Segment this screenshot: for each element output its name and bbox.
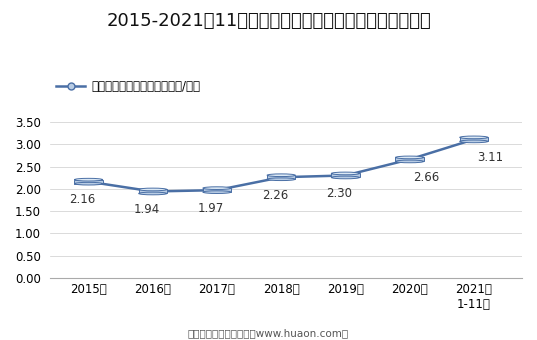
Text: 2.66: 2.66: [413, 171, 439, 184]
Text: 2.30: 2.30: [326, 187, 352, 200]
Ellipse shape: [267, 178, 295, 181]
Text: 1.97: 1.97: [198, 202, 224, 215]
Polygon shape: [139, 189, 167, 193]
Ellipse shape: [460, 136, 488, 139]
Ellipse shape: [139, 192, 167, 195]
Ellipse shape: [75, 182, 103, 185]
Polygon shape: [460, 137, 488, 141]
Ellipse shape: [331, 172, 360, 175]
Text: 2.26: 2.26: [262, 189, 288, 202]
Ellipse shape: [460, 140, 488, 143]
Polygon shape: [331, 173, 360, 177]
Ellipse shape: [75, 178, 103, 181]
Text: 3.11: 3.11: [477, 151, 503, 164]
Polygon shape: [203, 188, 231, 192]
Ellipse shape: [395, 156, 424, 159]
Ellipse shape: [203, 191, 231, 193]
Ellipse shape: [139, 188, 167, 191]
Polygon shape: [267, 175, 295, 179]
Text: 2015-2021年11月大连商品交易所玉米淀粉期货成交均价: 2015-2021年11月大连商品交易所玉米淀粉期货成交均价: [106, 12, 431, 30]
Legend: 玉米淀粉期货成交均价（万元/手）: 玉米淀粉期货成交均价（万元/手）: [56, 80, 200, 93]
Text: 1.94: 1.94: [134, 203, 159, 216]
Ellipse shape: [203, 187, 231, 189]
Polygon shape: [75, 180, 103, 184]
Polygon shape: [395, 157, 424, 162]
Ellipse shape: [267, 174, 295, 176]
Ellipse shape: [395, 160, 424, 163]
Ellipse shape: [331, 176, 360, 179]
Text: 2.16: 2.16: [69, 193, 96, 206]
Text: 制图：华经产业研究院（www.huaon.com）: 制图：华经产业研究院（www.huaon.com）: [188, 328, 349, 338]
